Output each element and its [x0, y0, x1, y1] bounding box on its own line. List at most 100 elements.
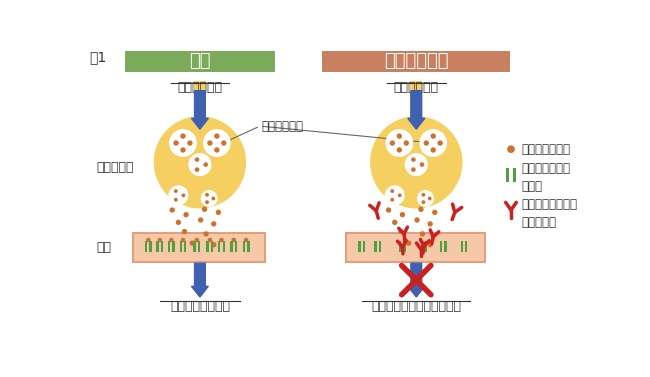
- Circle shape: [174, 140, 179, 146]
- Circle shape: [201, 190, 218, 207]
- Circle shape: [203, 162, 208, 167]
- Circle shape: [180, 133, 186, 139]
- FancyArrow shape: [192, 263, 209, 297]
- Circle shape: [430, 133, 436, 139]
- Bar: [184, 241, 187, 252]
- FancyArrow shape: [408, 91, 424, 129]
- Bar: [207, 241, 209, 252]
- Text: 重症筋無力症: 重症筋無力症: [384, 52, 448, 70]
- Bar: [425, 241, 428, 252]
- Circle shape: [396, 147, 402, 153]
- Bar: [379, 241, 382, 252]
- Text: 筋肉へ指令が伝達: 筋肉へ指令が伝達: [170, 300, 230, 313]
- Bar: [513, 168, 516, 182]
- Circle shape: [182, 229, 187, 234]
- FancyBboxPatch shape: [194, 81, 206, 120]
- Circle shape: [174, 189, 178, 193]
- Circle shape: [400, 212, 405, 217]
- Circle shape: [169, 238, 174, 242]
- Bar: [211, 241, 213, 252]
- FancyBboxPatch shape: [125, 51, 276, 72]
- Circle shape: [507, 146, 515, 153]
- Bar: [444, 241, 447, 252]
- Circle shape: [170, 207, 175, 213]
- Bar: [399, 241, 402, 252]
- Circle shape: [207, 238, 213, 242]
- Bar: [421, 241, 423, 252]
- Circle shape: [181, 238, 185, 242]
- Circle shape: [405, 153, 428, 176]
- Circle shape: [404, 140, 409, 146]
- Circle shape: [421, 200, 425, 204]
- Circle shape: [195, 167, 200, 172]
- FancyBboxPatch shape: [133, 233, 265, 262]
- Circle shape: [385, 185, 405, 205]
- Bar: [235, 241, 237, 252]
- Circle shape: [428, 196, 432, 201]
- Circle shape: [211, 221, 216, 227]
- Circle shape: [202, 207, 207, 212]
- Circle shape: [392, 220, 397, 225]
- Circle shape: [146, 238, 151, 242]
- Bar: [440, 241, 442, 252]
- Circle shape: [205, 200, 209, 204]
- Bar: [404, 241, 406, 252]
- Text: 図1: 図1: [89, 51, 107, 64]
- Text: 脳からの指令: 脳からの指令: [177, 81, 222, 94]
- Circle shape: [203, 231, 209, 237]
- Bar: [374, 241, 377, 252]
- Bar: [358, 241, 361, 252]
- Circle shape: [418, 207, 424, 212]
- FancyBboxPatch shape: [322, 51, 510, 72]
- Circle shape: [398, 229, 404, 234]
- Circle shape: [169, 129, 197, 157]
- Text: 脳からの指令: 脳からの指令: [394, 81, 439, 94]
- Circle shape: [424, 140, 429, 146]
- Circle shape: [205, 193, 209, 197]
- Circle shape: [187, 140, 192, 146]
- Circle shape: [190, 241, 195, 246]
- Bar: [179, 241, 182, 252]
- Bar: [145, 241, 148, 252]
- Circle shape: [390, 189, 394, 193]
- Circle shape: [396, 133, 402, 139]
- Bar: [218, 241, 220, 252]
- Circle shape: [244, 238, 248, 242]
- Circle shape: [428, 221, 433, 227]
- Circle shape: [432, 210, 437, 215]
- Bar: [198, 241, 200, 252]
- Circle shape: [194, 238, 199, 242]
- Circle shape: [153, 116, 246, 208]
- Bar: [506, 168, 510, 182]
- Circle shape: [385, 129, 413, 157]
- Circle shape: [207, 140, 213, 146]
- Bar: [157, 241, 159, 252]
- FancyBboxPatch shape: [346, 233, 485, 262]
- Circle shape: [219, 238, 224, 242]
- Circle shape: [180, 147, 186, 153]
- Circle shape: [398, 193, 402, 197]
- Circle shape: [430, 147, 436, 153]
- Bar: [222, 241, 225, 252]
- Circle shape: [370, 116, 463, 208]
- Bar: [465, 241, 467, 252]
- Bar: [230, 241, 233, 252]
- Circle shape: [221, 140, 226, 146]
- Text: シナプス小胞: シナプス小胞: [261, 120, 304, 133]
- Circle shape: [174, 198, 178, 202]
- Circle shape: [390, 140, 395, 146]
- Text: アセチルコリン
受容体: アセチルコリン 受容体: [522, 162, 571, 193]
- Bar: [363, 241, 365, 252]
- Circle shape: [420, 162, 424, 167]
- Circle shape: [168, 185, 188, 205]
- Text: アセチルコリン: アセチルコリン: [522, 143, 571, 156]
- Circle shape: [198, 217, 203, 223]
- Circle shape: [421, 193, 425, 197]
- Bar: [461, 241, 463, 252]
- FancyBboxPatch shape: [410, 81, 422, 120]
- Circle shape: [211, 242, 216, 247]
- Circle shape: [411, 157, 416, 162]
- Bar: [168, 241, 170, 252]
- Circle shape: [420, 231, 425, 237]
- Bar: [172, 241, 175, 252]
